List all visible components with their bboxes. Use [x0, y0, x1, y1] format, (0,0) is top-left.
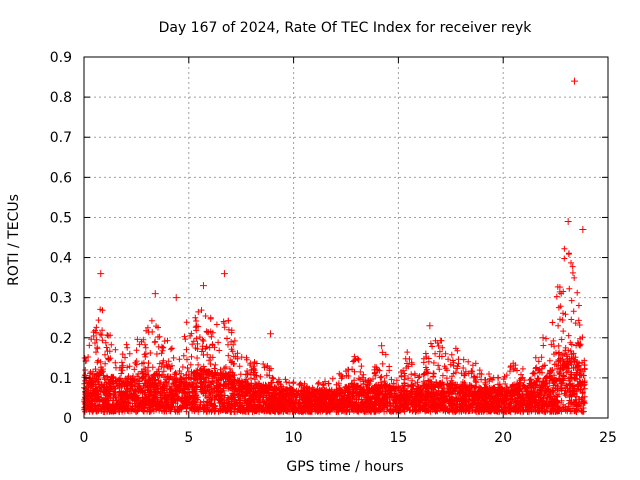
y-tick-label: 0: [63, 411, 72, 427]
x-tick-label: 10: [285, 430, 303, 446]
roti-point-4: [97, 270, 105, 278]
roti-point-cloud: [81, 245, 588, 415]
roti-point-5: [151, 290, 159, 298]
x-tick-label: 0: [80, 430, 89, 446]
y-tick-label: 0.3: [50, 291, 72, 307]
roti-point-1: [564, 217, 572, 225]
y-tick-label: 0.1: [50, 371, 72, 387]
y-tick-label: 0.6: [50, 170, 72, 186]
roti-point-8: [267, 330, 275, 338]
x-tick-label: 20: [494, 430, 512, 446]
y-tick-label: 0.7: [50, 130, 72, 146]
plot-frame: [83, 56, 609, 419]
roti-point-10: [378, 342, 386, 350]
roti-point-9: [426, 322, 434, 330]
roti-point-2: [579, 225, 587, 233]
axis-ticks: 0 5 10 15 20 25 0 0.1 0.2 0.3 0.4 0.5 0.6 0.7 0.8 0.9: [50, 50, 617, 446]
roti-point-7: [172, 294, 180, 302]
data-points: [81, 77, 588, 415]
x-tick-label: 5: [184, 430, 193, 446]
roti-point-3: [220, 270, 228, 278]
x-tick-label: 15: [389, 430, 407, 446]
y-tick-label: 0.8: [50, 90, 72, 106]
y-tick-label: 0.2: [50, 331, 72, 347]
roti-point-0: [570, 77, 578, 85]
x-axis-label: GPS time / hours: [286, 459, 403, 475]
y-tick-label: 0.5: [50, 210, 72, 226]
y-tick-label: 0.4: [50, 251, 72, 267]
grid-lines: [84, 57, 608, 418]
y-tick-label: 0.9: [50, 50, 72, 66]
x-tick-label: 25: [599, 430, 617, 446]
roti-point-6: [199, 282, 207, 290]
chart-title: Day 167 of 2024, Rate Of TEC Index for r…: [159, 20, 533, 36]
roti-point-11: [539, 334, 547, 342]
y-axis-label: ROTI / TECUs: [6, 194, 22, 286]
